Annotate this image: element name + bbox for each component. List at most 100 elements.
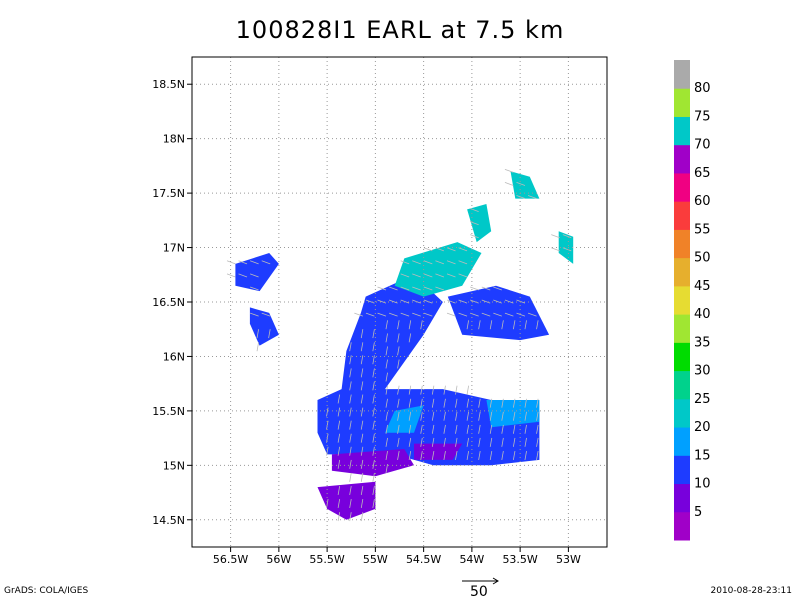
vector-211	[524, 450, 527, 460]
vector-3	[238, 260, 248, 265]
colorbar-swatch-3	[674, 427, 690, 456]
y-tick-label-8: 14.5N	[152, 514, 185, 527]
vector-7	[249, 286, 259, 291]
vector-11	[261, 312, 271, 317]
vector-204	[512, 411, 516, 421]
vector-47	[360, 433, 364, 443]
vector-119	[420, 385, 423, 395]
vector-33	[349, 433, 352, 443]
vector-scale-arrow	[462, 577, 499, 585]
vector-150	[455, 424, 458, 434]
vector-20	[337, 485, 341, 495]
vector-174	[478, 411, 481, 421]
vector-115	[420, 437, 423, 447]
vector-6	[249, 312, 259, 317]
vector-186	[489, 411, 493, 421]
vector-114	[420, 450, 423, 460]
vector-229	[551, 247, 560, 252]
vector-72	[365, 299, 375, 304]
vector-45	[360, 459, 364, 469]
vector-28	[349, 499, 352, 509]
vector-184	[489, 437, 493, 447]
vector-63	[372, 420, 375, 430]
vector-196	[501, 398, 504, 408]
vector-164	[466, 385, 470, 395]
grid-lines	[192, 57, 607, 547]
vector-116	[420, 424, 423, 434]
region-5	[467, 204, 492, 243]
colorbar-swatch-0	[674, 511, 690, 541]
vector-105	[408, 398, 412, 408]
vector-210	[504, 168, 514, 173]
vector-30	[349, 472, 352, 482]
vector-9	[249, 260, 259, 265]
region-3	[447, 285, 550, 341]
vector-185	[489, 424, 493, 434]
vector-112	[400, 273, 410, 278]
region-8	[486, 400, 540, 428]
vector-205	[512, 398, 516, 408]
vector-145	[435, 273, 445, 278]
vector-151	[455, 411, 458, 421]
vector-212	[524, 437, 527, 447]
vector-230	[551, 234, 560, 239]
vector-88	[397, 450, 400, 460]
vector-123	[412, 286, 421, 291]
vector-14	[326, 446, 329, 456]
vector-113	[400, 260, 410, 265]
vector-95	[397, 346, 400, 356]
vector-56	[354, 312, 363, 317]
vector-43	[360, 485, 364, 495]
vector-34	[349, 420, 352, 430]
y-tick-label-0: 18.5N	[152, 78, 185, 91]
region-7	[558, 231, 574, 264]
vector-161	[466, 424, 470, 434]
vector-166	[458, 312, 468, 317]
vector-109	[400, 312, 410, 317]
vector-21	[337, 459, 341, 469]
colorbar-label-6: 35	[694, 335, 711, 350]
colorbar-swatch-1	[674, 483, 690, 513]
vector-117	[420, 411, 423, 421]
vector-168	[458, 273, 468, 278]
vector-193	[501, 437, 504, 447]
vector-41	[360, 512, 364, 522]
vector-58	[372, 485, 375, 495]
vector-160	[466, 437, 470, 447]
vector-48	[360, 420, 364, 430]
vector-24	[337, 420, 341, 430]
vector-126	[431, 450, 435, 460]
vector-223	[536, 424, 539, 434]
x-tick-label-6: 53.5W	[502, 553, 537, 566]
vector-35	[349, 407, 352, 417]
vector-2	[238, 273, 248, 278]
vector-144	[435, 286, 445, 291]
x-tick-label-0: 56.5W	[213, 553, 248, 566]
x-tick-label-5: 54W	[459, 553, 484, 566]
vector-141	[443, 411, 446, 421]
y-tick-label-7: 15N	[163, 459, 185, 472]
vector-125	[412, 260, 421, 265]
region-9	[385, 405, 424, 433]
vector-215	[524, 398, 527, 408]
vector-167	[458, 299, 468, 304]
colorbar-swatch-15	[674, 88, 690, 117]
vector-179	[470, 286, 479, 291]
vector-74	[385, 450, 388, 460]
vector-142	[443, 398, 446, 408]
vector-23	[337, 433, 341, 443]
vector-44	[360, 472, 364, 482]
vector-64	[372, 407, 375, 417]
vector-190	[481, 299, 491, 304]
colorbar-swatch-11	[674, 201, 690, 230]
vector-70	[372, 329, 375, 339]
region-10	[331, 449, 414, 477]
vector-40	[349, 342, 352, 352]
vector-8	[249, 273, 259, 278]
vector-17	[326, 407, 329, 417]
vector-153	[455, 385, 458, 395]
vector-201	[512, 450, 516, 460]
vector-165	[466, 320, 470, 330]
vector-93	[397, 385, 400, 395]
vector-222	[536, 437, 539, 447]
